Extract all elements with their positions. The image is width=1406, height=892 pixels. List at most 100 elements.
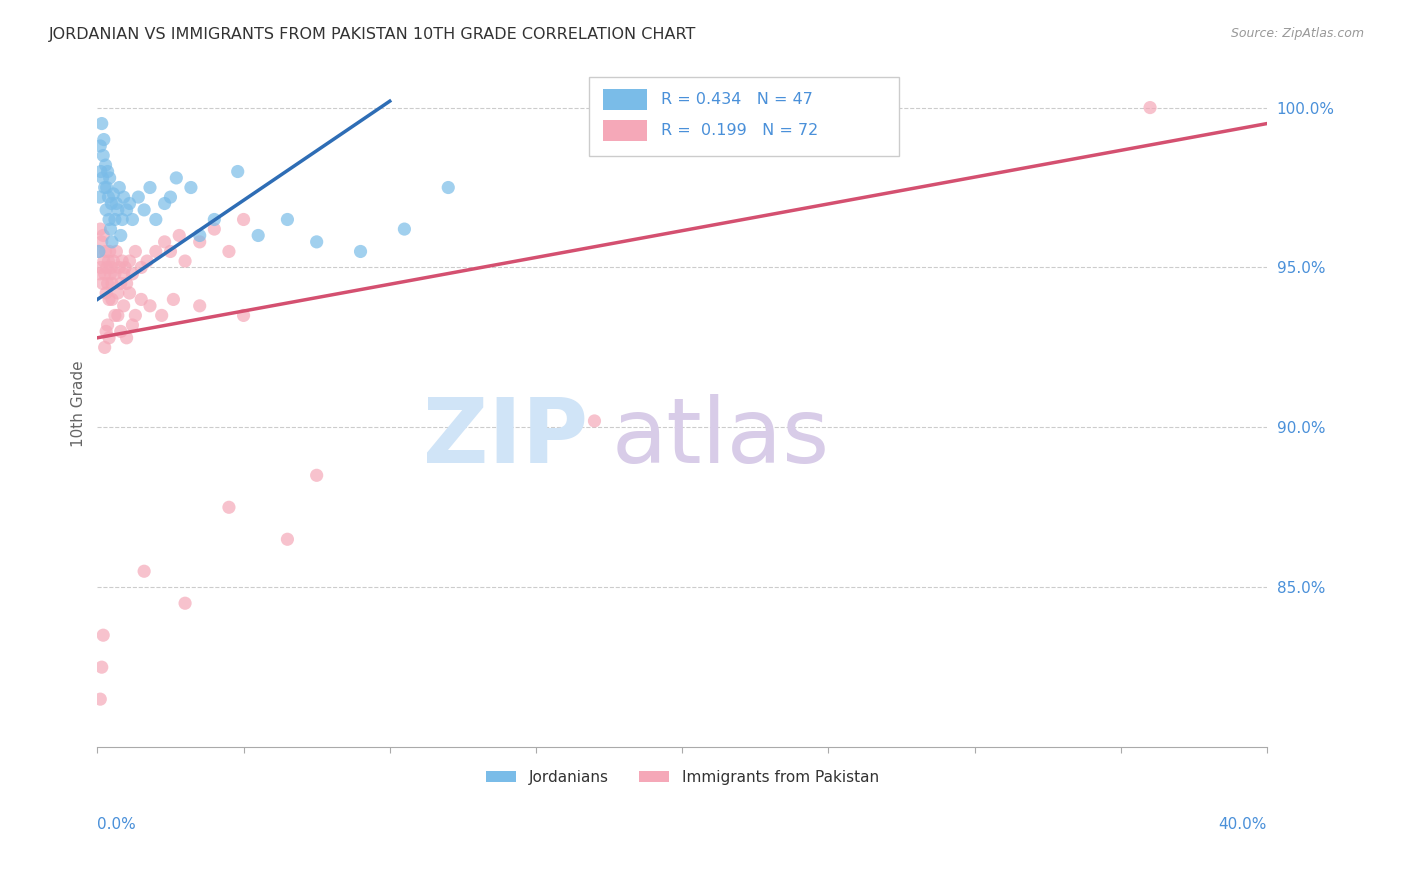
Point bbox=[91, 148, 114, 162]
Point bbox=[232, 309, 254, 323]
Point bbox=[100, 260, 122, 275]
Point bbox=[118, 254, 141, 268]
Point bbox=[134, 564, 156, 578]
Point bbox=[159, 190, 181, 204]
Bar bbox=[603, 89, 647, 110]
Text: ZIP: ZIP bbox=[423, 393, 589, 482]
Point bbox=[101, 235, 124, 249]
Point bbox=[124, 244, 146, 259]
Point bbox=[98, 331, 121, 345]
Point bbox=[218, 244, 240, 259]
Point bbox=[97, 277, 120, 291]
Point bbox=[124, 309, 146, 323]
Text: atlas: atlas bbox=[612, 393, 830, 482]
Point bbox=[101, 293, 124, 307]
Point bbox=[104, 212, 127, 227]
Point bbox=[94, 286, 117, 301]
Point bbox=[105, 244, 128, 259]
Point bbox=[94, 202, 117, 217]
Point bbox=[111, 212, 134, 227]
Point bbox=[110, 277, 132, 291]
Point bbox=[174, 596, 197, 610]
Point bbox=[90, 235, 112, 249]
Point bbox=[107, 286, 129, 301]
Point bbox=[188, 235, 211, 249]
Point bbox=[111, 254, 134, 268]
Point bbox=[93, 267, 115, 281]
Point bbox=[437, 180, 460, 194]
Point bbox=[226, 164, 249, 178]
Point bbox=[93, 340, 115, 354]
Point bbox=[89, 222, 111, 236]
Point bbox=[121, 212, 143, 227]
Point bbox=[165, 170, 187, 185]
Point bbox=[96, 180, 118, 194]
Point bbox=[134, 202, 156, 217]
Point bbox=[188, 228, 211, 243]
Point bbox=[145, 212, 167, 227]
Point bbox=[90, 260, 112, 275]
Point bbox=[93, 254, 115, 268]
Point bbox=[98, 212, 121, 227]
Point bbox=[145, 244, 167, 259]
Point bbox=[89, 267, 111, 281]
Point bbox=[1139, 101, 1161, 115]
Point bbox=[121, 318, 143, 332]
Point bbox=[121, 267, 143, 281]
Bar bbox=[603, 120, 647, 141]
Point bbox=[93, 132, 115, 146]
Point bbox=[108, 260, 131, 275]
Point bbox=[97, 190, 120, 204]
Point bbox=[118, 286, 141, 301]
Point bbox=[94, 158, 117, 172]
Point bbox=[112, 190, 135, 204]
Point bbox=[98, 293, 121, 307]
Point bbox=[202, 222, 225, 236]
Point bbox=[89, 692, 111, 706]
Point bbox=[105, 196, 128, 211]
Legend: Jordanians, Immigrants from Pakistan: Jordanians, Immigrants from Pakistan bbox=[479, 764, 884, 791]
Point bbox=[87, 244, 110, 259]
Point bbox=[129, 260, 152, 275]
Point bbox=[107, 202, 129, 217]
Point bbox=[174, 254, 197, 268]
Point bbox=[153, 196, 176, 211]
Point bbox=[100, 196, 122, 211]
Point bbox=[202, 212, 225, 227]
Point bbox=[94, 244, 117, 259]
Point bbox=[394, 222, 416, 236]
Point bbox=[98, 170, 121, 185]
Point bbox=[87, 244, 110, 259]
Point bbox=[247, 228, 270, 243]
Point bbox=[112, 267, 135, 281]
Point bbox=[101, 277, 124, 291]
Point bbox=[91, 628, 114, 642]
Point bbox=[89, 190, 111, 204]
Point bbox=[305, 235, 328, 249]
Point bbox=[110, 228, 132, 243]
Point bbox=[90, 164, 112, 178]
Point bbox=[136, 254, 159, 268]
Point bbox=[232, 212, 254, 227]
Point bbox=[100, 267, 122, 281]
Text: 40.0%: 40.0% bbox=[1219, 817, 1267, 832]
Point bbox=[89, 139, 111, 153]
Point bbox=[127, 190, 149, 204]
FancyBboxPatch shape bbox=[589, 77, 898, 156]
Point bbox=[188, 299, 211, 313]
Point bbox=[159, 244, 181, 259]
Point bbox=[583, 414, 606, 428]
Point bbox=[97, 164, 120, 178]
Point bbox=[108, 180, 131, 194]
Point bbox=[114, 260, 136, 275]
Point bbox=[96, 260, 118, 275]
Point bbox=[103, 254, 125, 268]
Point bbox=[115, 277, 138, 291]
Y-axis label: 10th Grade: 10th Grade bbox=[72, 360, 86, 447]
Point bbox=[167, 228, 190, 243]
Point bbox=[305, 468, 328, 483]
Point bbox=[90, 117, 112, 131]
Point bbox=[97, 318, 120, 332]
Point bbox=[100, 222, 122, 236]
Point bbox=[90, 660, 112, 674]
